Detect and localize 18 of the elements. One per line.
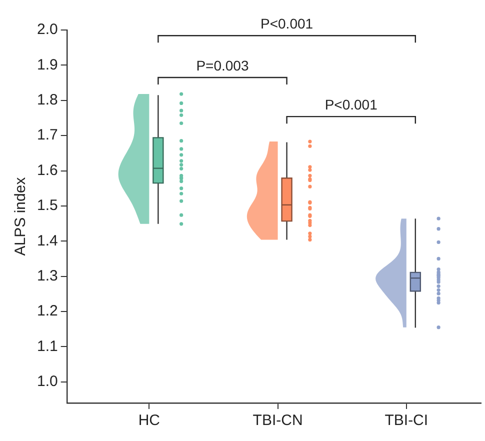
y-tick-label: 1.5 — [36, 197, 58, 214]
y-tick-label: 1.3 — [36, 267, 58, 284]
y-tick-label: 1.7 — [36, 126, 58, 144]
y-tick-label: 1.4 — [36, 232, 58, 250]
y-axis-title: ALPS index — [12, 176, 30, 256]
x-tick-label: TBI-CN — [252, 412, 303, 430]
y-tick-label: 2.0 — [36, 21, 58, 38]
x-tick-label: HC — [138, 412, 160, 430]
y-tick-label: 1.9 — [36, 56, 58, 74]
y-tick-label: 1.6 — [36, 162, 58, 179]
y-tick-label: 1.8 — [36, 92, 58, 109]
annotation: P<0.001 — [260, 15, 314, 32]
annotation: P=0.003 — [196, 57, 249, 74]
x-tick-label: TBI-CI — [384, 412, 428, 430]
y-tick-label: 1.0 — [36, 373, 58, 390]
y-tick-label: 1.2 — [36, 302, 58, 320]
annotation: P<0.001 — [324, 96, 378, 112]
y-tick-label: 1.1 — [36, 338, 58, 355]
